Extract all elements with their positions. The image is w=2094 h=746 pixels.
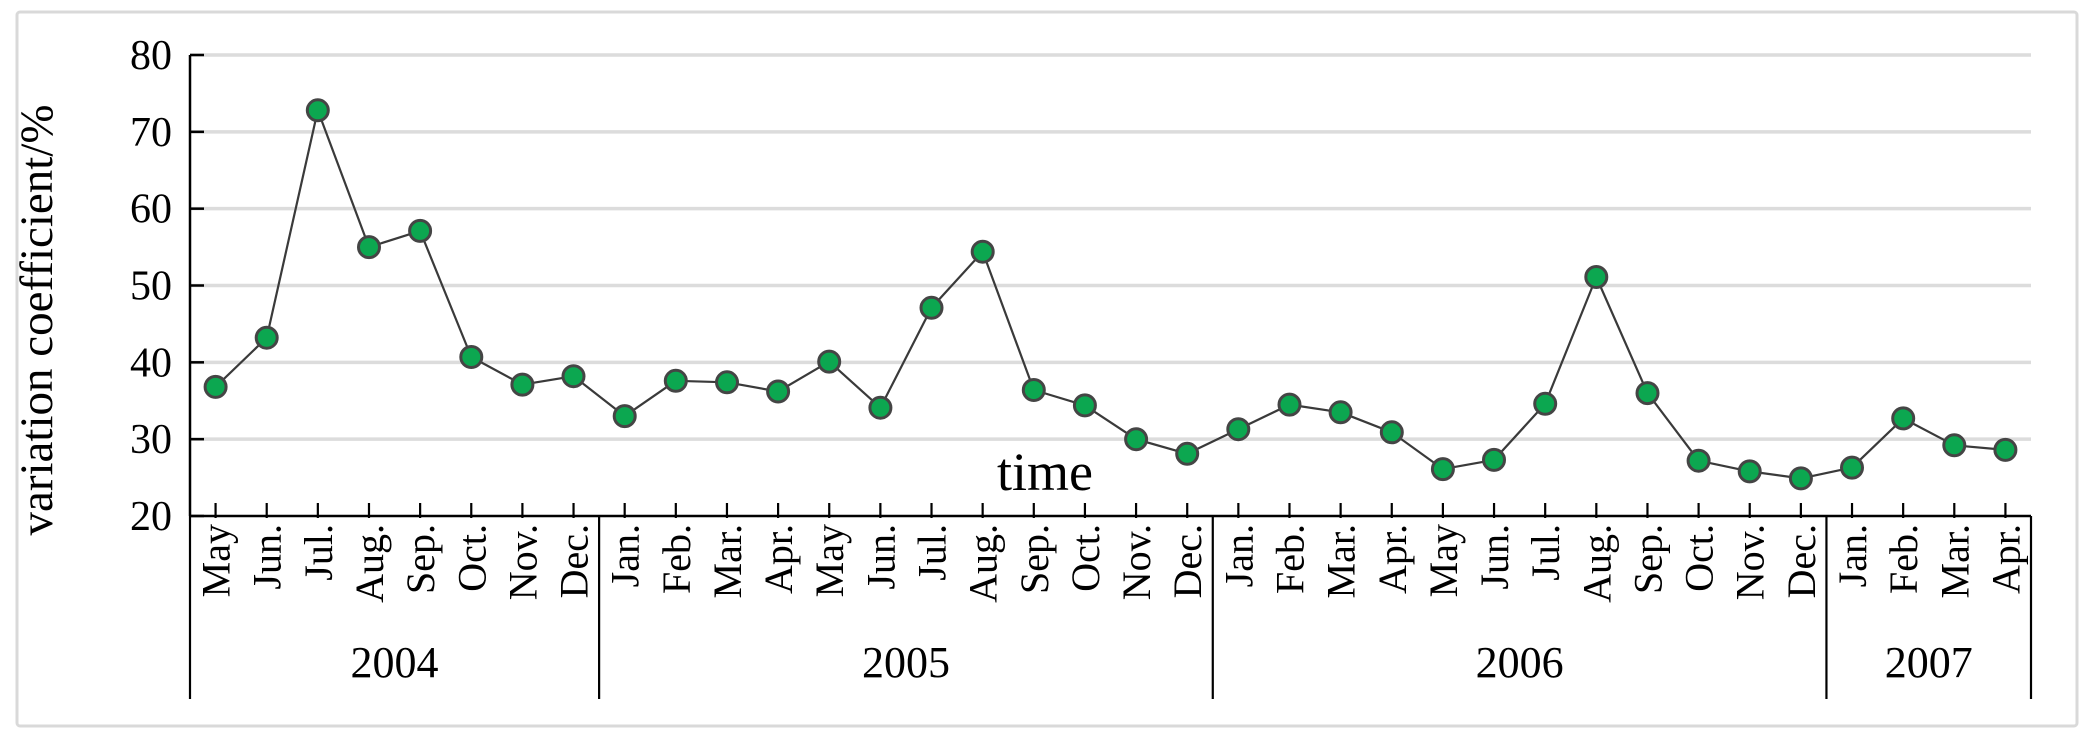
y-tick-label-40: 40 [130,340,172,386]
data-point-Jan.-32 [1840,455,1864,480]
y-tick-label-80: 80 [130,33,172,79]
y-axis-title: variation coefficient/% [11,104,63,535]
month-label-7: Dec. [552,524,597,598]
data-point-Aug.-3 [357,235,381,260]
data-point-Jul.-26 [1533,391,1558,416]
chart-outer-border [15,10,2079,728]
data-point-Apr.-35 [1993,437,2018,462]
x-axis-title: time [997,442,1093,502]
month-label-22: Mar. [1319,524,1364,598]
data-point-Oct.-17 [1072,393,1097,418]
data-point-Oct.-29 [1686,448,1711,473]
y-tick-label-50: 50 [130,264,172,310]
month-label-10: Mar. [705,524,750,598]
data-point-Mar.-10 [715,370,739,395]
month-label-12: May [807,524,852,597]
year-label-2005: 2005 [862,638,950,687]
month-label-31: Dec. [1779,524,1824,598]
data-point-Mar.-22 [1328,400,1353,425]
month-label-26: Jul. [1523,524,1568,581]
y-tick-label-20: 20 [130,494,172,540]
series-line [214,109,2006,480]
year-label-2004: 2004 [351,638,439,687]
data-point-Jan.-8 [612,404,637,429]
month-label-24: May [1421,524,1466,597]
data-point-Dec.-19 [1175,441,1200,466]
data-point-Jan.-20 [1226,417,1251,442]
data-point-Feb.-21 [1277,392,1302,417]
month-label-11: Apr. [756,524,801,594]
data-point-Nov.-6 [510,372,535,397]
data-point-May-24 [1430,457,1455,482]
month-label-35: Apr. [1983,524,2028,594]
month-label-0: May [194,524,239,597]
month-label-13: Jun. [858,524,903,590]
month-label-4: Sep. [398,524,443,594]
month-label-8: Jan. [603,524,648,587]
data-point-Dec.-31 [1788,466,1813,491]
month-label-16: Sep. [1012,524,1057,594]
year-label-2006: 2006 [1476,638,1564,687]
data-point-Aug.-15 [970,239,995,264]
month-label-25: Jun. [1472,524,1517,590]
y-tick-label-30: 30 [130,417,172,463]
month-label-28: Sep. [1625,524,1670,594]
data-point-Nov.-18 [1124,427,1149,452]
month-label-5: Oct. [449,524,494,592]
y-tick-label-70: 70 [130,110,172,156]
month-label-6: Nov. [500,524,545,600]
data-point-Sep.-16 [1021,378,1046,402]
data-point-Dec.-7 [561,364,586,389]
y-tick-label-60: 60 [130,187,172,233]
month-label-14: Jul. [910,524,955,581]
month-label-34: Mar. [1932,524,1977,598]
data-point-Jul.-14 [919,295,944,320]
month-label-19: Dec. [1165,524,1210,598]
data-point-Feb.-33 [1891,406,1916,431]
data-point-Aug.-27 [1584,265,1609,289]
data-point-Jun.-25 [1482,447,1506,472]
month-label-15: Aug. [961,524,1006,603]
data-point-Nov.-30 [1737,459,1762,484]
month-label-2: Jul. [296,524,341,581]
month-label-17: Oct. [1063,524,1108,592]
month-label-3: Aug. [347,524,392,603]
month-label-27: Aug. [1574,524,1619,603]
year-label-2007: 2007 [1885,638,1973,687]
data-point-Sep.-4 [408,218,433,243]
month-label-21: Feb. [1267,524,1312,594]
month-label-9: Feb. [654,524,699,594]
data-point-May-12 [817,349,842,374]
data-point-Jul.-2 [305,98,330,123]
data-point-Feb.-9 [663,368,688,393]
data-point-Jun.-13 [868,395,893,420]
data-point-May-0 [203,374,228,399]
data-point-Apr.-11 [766,379,791,404]
data-point-Oct.-5 [459,345,484,369]
data-point-Jun.-1 [254,325,279,350]
month-label-32: Jan. [1830,524,1875,587]
month-label-1: Jun. [245,524,290,590]
month-label-29: Oct. [1677,524,1722,592]
data-point-Apr.-23 [1379,420,1404,445]
month-label-30: Nov. [1728,524,1773,600]
month-label-33: Feb. [1881,524,1926,594]
month-label-20: Jan. [1216,524,1261,587]
data-point-Sep.-28 [1635,381,1660,406]
data-point-Mar.-34 [1942,433,1967,458]
month-label-18: Nov. [1114,524,1159,600]
month-label-23: Apr. [1370,524,1415,594]
